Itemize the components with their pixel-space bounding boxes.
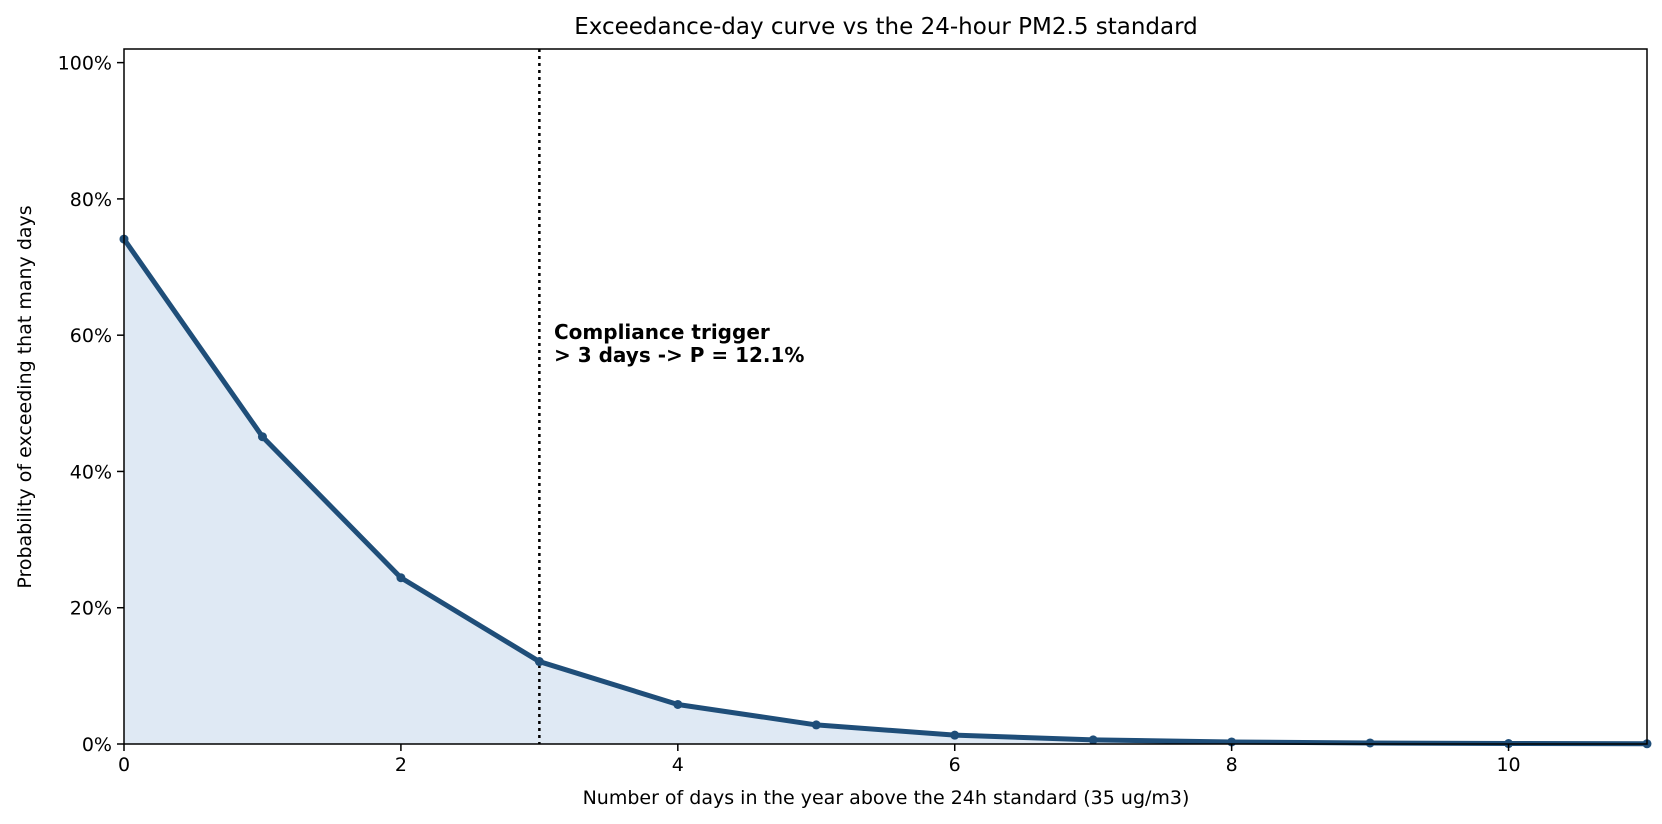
y-tick-label: 60%	[70, 325, 112, 347]
data-point	[396, 573, 406, 583]
x-axis-label: Number of days in the year above the 24h…	[583, 787, 1190, 809]
y-tick-label: 40%	[70, 461, 112, 483]
data-point	[1088, 735, 1098, 745]
data-point	[673, 699, 683, 709]
plot-frame	[123, 48, 1648, 745]
data-point	[257, 432, 267, 442]
x-tick-label: 8	[1226, 754, 1238, 776]
chart-title: Exceedance-day curve vs the 24-hour PM2.…	[574, 14, 1198, 40]
x-tick-label: 6	[949, 754, 961, 776]
y-tick-label: 20%	[70, 598, 112, 620]
y-axis-label: Probability of exceeding that many days	[14, 205, 36, 588]
y-tick-label: 80%	[70, 189, 112, 211]
x-tick-label: 4	[672, 754, 684, 776]
annotation-line-2: > 3 days -> P = 12.1%	[554, 343, 804, 367]
x-tick-label: 2	[395, 754, 407, 776]
data-point	[950, 730, 960, 740]
x-tick-label: 10	[1496, 754, 1520, 776]
data-point	[1365, 738, 1375, 748]
y-tick-label: 100%	[58, 53, 112, 75]
annotation-line-1: Compliance trigger	[554, 320, 770, 344]
y-tick-label: 0%	[82, 734, 112, 756]
series-area-fill	[124, 239, 1647, 744]
data-point	[534, 657, 544, 667]
data-point	[811, 720, 821, 730]
x-tick-label: 0	[118, 754, 130, 776]
series-line	[121, 236, 1650, 747]
